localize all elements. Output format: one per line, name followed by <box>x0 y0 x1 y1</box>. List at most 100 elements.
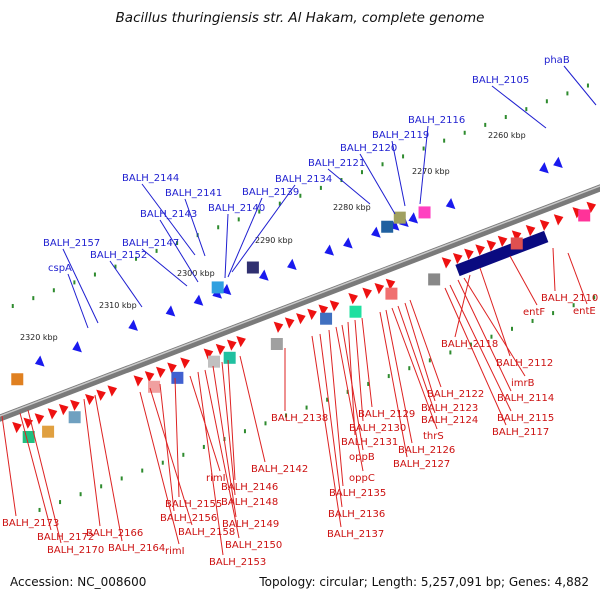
forward-leader-line <box>1 415 17 517</box>
forward-gene-label: BALH_2115 <box>497 413 554 424</box>
reverse-leader-line <box>563 65 597 106</box>
forward-gene-arrow <box>329 300 340 312</box>
reverse-gene-label: BALH_2143 <box>140 209 197 220</box>
reverse-gene-arrow <box>287 258 297 271</box>
forward-gene-label: BALH_2173 <box>2 518 59 529</box>
forward-leader-line <box>479 267 511 357</box>
reverse-scale-tick <box>484 122 487 127</box>
forward-gene-arrow <box>133 375 144 387</box>
forward-gene-arrow <box>96 389 106 401</box>
forward-gene-arrow <box>167 362 177 374</box>
forward-gene-label: BALH_2129 <box>358 409 415 420</box>
forward-leader-line <box>227 359 236 481</box>
forward-leader-line <box>404 302 436 402</box>
feature-block <box>22 430 35 443</box>
forward-leader-line <box>319 333 343 508</box>
reverse-gene-arrow <box>165 305 176 317</box>
forward-leader-line <box>83 398 101 527</box>
forward-gene-arrow <box>385 278 396 290</box>
forward-leader-line <box>385 309 413 444</box>
reverse-scale-tick <box>402 154 405 159</box>
reverse-gene-label: phaB <box>544 55 570 66</box>
reverse-gene-label: BALH_2134 <box>275 174 332 185</box>
forward-leader-line <box>328 329 344 487</box>
reverse-scale-tick <box>278 201 281 206</box>
reverse-scale-tick <box>299 193 302 198</box>
genome-stats-text: Topology: circular; Length: 5,257,091 bp… <box>259 575 589 589</box>
reverse-scale-tick <box>525 107 528 112</box>
scale-label-kbp: 2310 kbp <box>99 301 137 310</box>
forward-gene-arrow <box>58 403 69 416</box>
forward-scale-tick <box>285 413 288 418</box>
forward-gene-label: BALH_2146 <box>221 482 278 493</box>
feature-block <box>68 411 81 424</box>
forward-gene-label: BALH_2110 <box>541 293 598 304</box>
forward-gene-label: BALH_2170 <box>47 545 104 556</box>
forward-scale-tick <box>202 444 205 449</box>
reverse-scale-tick <box>237 217 240 222</box>
gene-block-large <box>455 230 549 277</box>
reverse-gene-label: BALH_2147 <box>122 238 179 249</box>
reverse-gene-arrow <box>259 269 269 281</box>
forward-leader-line <box>354 319 364 422</box>
feature-block <box>418 206 431 219</box>
feature-block <box>385 287 398 300</box>
reverse-scale-tick <box>32 296 35 301</box>
forward-scale-tick <box>120 476 123 481</box>
forward-leader-line <box>454 274 471 338</box>
forward-scale-tick <box>387 374 390 379</box>
forward-leader-line <box>409 299 442 388</box>
reverse-scale-tick <box>504 115 507 120</box>
forward-leader-line <box>444 287 507 426</box>
forward-gene-label: BALH_2135 <box>329 488 386 499</box>
reverse-leader-line <box>419 125 429 205</box>
forward-scale-tick <box>161 460 164 465</box>
feature-block <box>320 312 333 325</box>
reverse-gene-label: BALH_2157 <box>43 238 100 249</box>
forward-gene-arrow <box>374 283 385 295</box>
forward-gene-label: BALH_2130 <box>349 423 406 434</box>
forward-gene-arrow <box>307 308 317 320</box>
forward-gene-arrow <box>284 317 295 329</box>
feature-block <box>428 273 441 286</box>
reverse-scale-tick <box>360 170 363 175</box>
forward-gene-label: rimI <box>165 546 185 557</box>
forward-scale-tick <box>490 334 493 339</box>
reverse-gene-arrow <box>221 283 232 296</box>
forward-scale-tick <box>469 342 472 347</box>
reverse-leader-line <box>159 219 199 283</box>
reverse-leader-line <box>184 198 206 257</box>
forward-scale-tick <box>408 366 411 371</box>
forward-gene-arrow <box>296 313 306 325</box>
reverse-scale-tick <box>114 264 117 269</box>
forward-gene-label: entF <box>523 307 545 318</box>
forward-leader-line <box>552 247 556 292</box>
forward-leader-line <box>94 394 123 542</box>
reverse-scale-tick <box>93 272 96 277</box>
reverse-gene-arrow <box>371 226 381 238</box>
reverse-scale-tick <box>566 91 569 96</box>
scale-label-kbp: 2260 kbp <box>488 131 526 140</box>
forward-scale-tick <box>305 405 308 410</box>
forward-scale-tick <box>38 507 41 512</box>
forward-leader-line <box>189 375 221 472</box>
forward-gene-label: rimI <box>206 473 226 484</box>
forward-leader-line <box>212 365 237 518</box>
forward-gene-arrow <box>464 248 474 260</box>
reverse-gene-arrow <box>343 237 353 249</box>
forward-gene-label: BALH_2164 <box>108 543 165 554</box>
feature-block <box>578 209 591 222</box>
reverse-gene-arrow <box>193 294 204 306</box>
forward-gene-label: BALH_2131 <box>341 437 398 448</box>
reverse-gene-arrow <box>128 319 138 331</box>
feature-block <box>148 380 161 393</box>
forward-gene-label: BALH_2155 <box>165 499 222 510</box>
scale-label-kbp: 2270 kbp <box>412 167 450 176</box>
forward-scale-tick <box>59 500 62 505</box>
accession-text: Accession: NC_008600 <box>10 575 147 589</box>
forward-gene-arrow <box>34 413 45 425</box>
forward-gene-label: BALH_2166 <box>86 528 143 539</box>
forward-leader-line <box>391 307 438 430</box>
forward-gene-label: BALH_2150 <box>225 540 282 551</box>
